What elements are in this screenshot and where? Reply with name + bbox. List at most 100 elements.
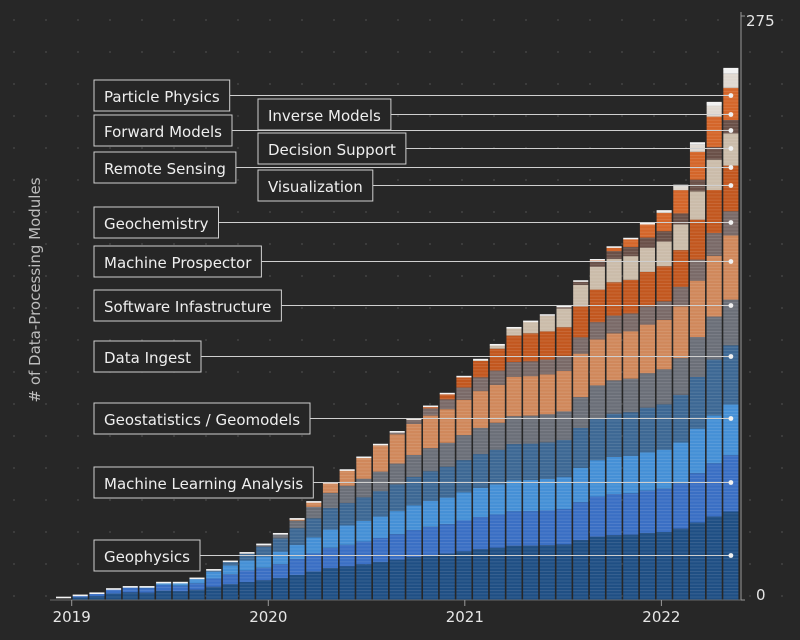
bar-top-cap	[490, 344, 505, 346]
grid-dot	[429, 115, 431, 117]
bar-top-cap	[623, 238, 638, 240]
bar-segment-machine-learning-analysis	[306, 554, 321, 572]
grid-dot	[237, 179, 239, 181]
grid-dot	[653, 115, 655, 117]
grid-dot	[429, 83, 431, 85]
grid-dot	[461, 211, 463, 213]
grid-dot	[237, 211, 239, 213]
bar-top-cap	[206, 569, 221, 571]
bar-segment-data-ingest	[556, 440, 571, 477]
bar-segment-data-ingest	[540, 442, 555, 478]
grid-dot	[749, 179, 751, 181]
grid-dot	[781, 115, 783, 117]
series-label-remote-sensing: Remote Sensing	[94, 152, 236, 183]
grid-dot	[45, 243, 47, 245]
series-label-forward-models: Forward Models	[94, 115, 232, 146]
grid-dot	[781, 435, 783, 437]
grid-dot	[333, 19, 335, 21]
grid-dot	[525, 19, 527, 21]
grid-dot	[45, 563, 47, 565]
bar-segment-geostatistics-geomodels	[490, 484, 505, 514]
grid-dot	[365, 83, 367, 85]
grid-dot	[333, 51, 335, 53]
grid-dot	[397, 403, 399, 405]
grid-dot	[621, 243, 623, 245]
grid-dot	[749, 563, 751, 565]
series-label-text: Visualization	[268, 178, 363, 196]
grid-dot	[557, 243, 559, 245]
grid-dot	[13, 51, 15, 53]
grid-dot	[461, 19, 463, 21]
bar-segment-geophysics	[223, 584, 238, 600]
grid-dot	[13, 115, 15, 117]
bar-segment-machine-learning-analysis	[223, 574, 238, 584]
series-label-visualization: Visualization	[258, 170, 373, 201]
grid-dot	[525, 307, 527, 309]
grid-dot	[365, 243, 367, 245]
grid-dot	[365, 51, 367, 53]
x-tick-label: 2022	[642, 608, 680, 626]
grid-dot	[237, 115, 239, 117]
bar-top-cap	[106, 588, 121, 590]
bar-segment-visualization	[673, 250, 688, 287]
grid-dot	[781, 51, 783, 53]
grid-dot	[237, 19, 239, 21]
grid-dot	[589, 179, 591, 181]
grid-dot	[141, 243, 143, 245]
grid-dot	[397, 19, 399, 21]
leader-dot	[729, 416, 734, 421]
bar-top-cap	[590, 259, 605, 261]
grid-dot	[45, 467, 47, 469]
grid-dot	[269, 531, 271, 533]
grid-dot	[77, 147, 79, 149]
bar-top-cap	[173, 582, 188, 584]
bar-segment-geostatistics-geomodels	[623, 456, 638, 494]
grid-dot	[301, 243, 303, 245]
bar-segment-decision-support	[623, 256, 638, 280]
grid-dot	[205, 147, 207, 149]
leader-dot	[729, 165, 734, 170]
bar-top-cap	[123, 586, 138, 588]
bar-segment-forward-models	[690, 152, 705, 180]
bar-top-cap	[139, 586, 154, 588]
grid-dot	[77, 115, 79, 117]
series-label-inverse-models: Inverse Models	[258, 99, 391, 130]
grid-dot	[397, 243, 399, 245]
grid-dot	[333, 467, 335, 469]
grid-dot	[13, 435, 15, 437]
bar-segment-machine-learning-analysis	[123, 588, 138, 593]
bar-segment-decision-support	[556, 309, 571, 328]
bar-segment-remote-sensing	[723, 74, 738, 88]
grid-dot	[173, 499, 175, 501]
bar-segment-inverse-models	[657, 231, 672, 241]
series-label-text: Data Ingest	[104, 349, 191, 367]
grid-dot	[205, 371, 207, 373]
bar-top-cap	[189, 578, 204, 580]
y-tick-label-bottom: 0	[756, 586, 766, 604]
grid-dot	[45, 403, 47, 405]
bar-segment-machine-learning-analysis	[406, 530, 421, 557]
grid-dot	[781, 275, 783, 277]
bar-top-cap	[56, 597, 71, 599]
grid-dot	[397, 371, 399, 373]
bar-segment-geophysics	[189, 590, 204, 600]
grid-dot	[301, 211, 303, 213]
grid-dot	[45, 499, 47, 501]
grid-dot	[397, 307, 399, 309]
grid-dot	[109, 531, 111, 533]
bar-top-cap	[540, 314, 555, 316]
grid-dot	[461, 115, 463, 117]
grid-dot	[109, 435, 111, 437]
grid-dot	[77, 211, 79, 213]
grid-dot	[397, 179, 399, 181]
bar-top-cap	[607, 246, 622, 248]
grid-dot	[109, 243, 111, 245]
grid-dot	[429, 403, 431, 405]
grid-dot	[77, 467, 79, 469]
grid-dot	[77, 563, 79, 565]
grid-dot	[13, 83, 15, 85]
grid-dot	[301, 83, 303, 85]
grid-dot	[461, 179, 463, 181]
grid-dot	[45, 147, 47, 149]
bar-segment-visualization	[540, 331, 555, 359]
